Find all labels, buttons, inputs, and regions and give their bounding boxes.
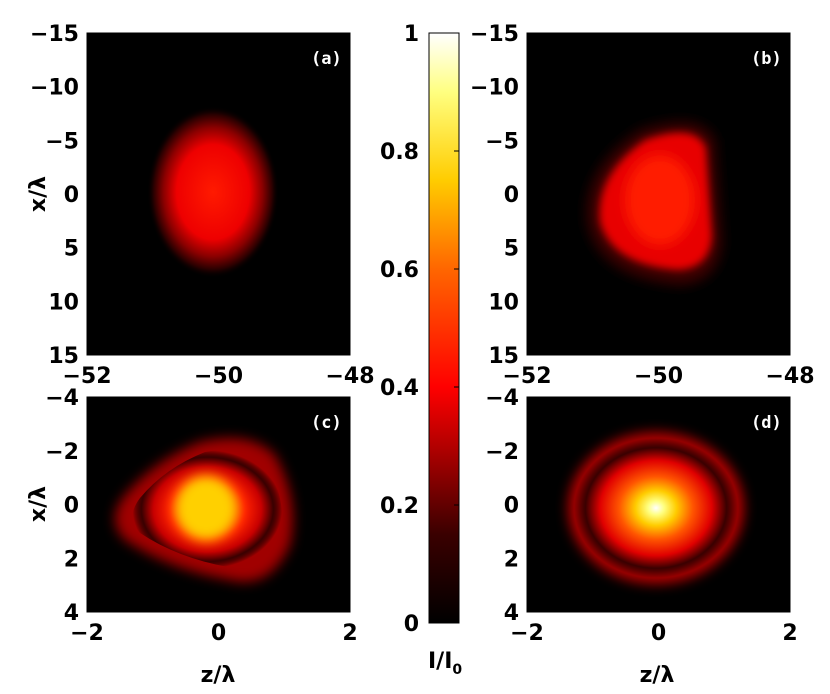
y-tick-label: 15 (488, 344, 519, 369)
y-tick-label: −15 (470, 22, 519, 47)
y-tick-label: −10 (470, 76, 519, 101)
x-tick-label: −50 (194, 364, 243, 389)
colorbar-tick-label: 0.2 (380, 494, 419, 519)
panel-a-label: (a) (311, 49, 342, 69)
panel-d: (d) −2 0 2 −4 −2 0 2 4 z/λ (485, 386, 797, 688)
panel-c-label: (c) (311, 413, 342, 433)
colorbar-gradient (428, 32, 460, 624)
panel-c-xlabel: z/λ (201, 663, 236, 688)
x-tick-label: −2 (510, 621, 544, 646)
y-tick-label: 2 (504, 547, 519, 572)
y-tick-label: 0 (504, 494, 519, 519)
y-tick-label: 0 (504, 183, 519, 208)
panel-b-spot-core (625, 155, 695, 245)
x-tick-label: −48 (325, 364, 374, 389)
y-tick-label: −5 (485, 129, 519, 154)
x-tick-label: −2 (70, 621, 104, 646)
colorbar: 00.20.40.60.81 I/I0 (380, 22, 462, 678)
colorbar-tick-label: 0.8 (380, 140, 419, 165)
panel-c-spot-core (176, 476, 236, 540)
x-tick-label: 2 (782, 621, 797, 646)
x-tick-label: 0 (211, 621, 226, 646)
x-tick-label: −48 (765, 364, 814, 389)
colorbar-tick-label: 1 (404, 22, 419, 47)
panel-d-xlabel: z/λ (640, 663, 675, 688)
colorbar-tick-label: 0.6 (380, 258, 419, 283)
colorbar-tick-label: 0 (404, 612, 419, 637)
y-tick-label: 0 (64, 183, 79, 208)
x-tick-label: 0 (651, 621, 666, 646)
y-tick-label: 5 (504, 237, 519, 262)
colorbar-label: I/I0 (428, 649, 462, 678)
y-tick-label: −4 (45, 386, 79, 411)
y-tick-label: 0 (64, 494, 79, 519)
x-tick-label: −52 (62, 364, 111, 389)
y-tick-label: 4 (64, 601, 79, 626)
y-tick-label: 5 (64, 237, 79, 262)
y-tick-label: 4 (504, 601, 519, 626)
y-tick-label: −10 (30, 76, 79, 101)
colorbar-tick-label: 0.4 (380, 376, 419, 401)
y-tick-label: 10 (48, 290, 79, 315)
x-tick-label: 2 (342, 621, 357, 646)
panel-c: (c) −2 0 2 −4 −2 0 2 4 x/λ z/λ (26, 386, 358, 688)
panel-b-label: (b) (751, 49, 782, 69)
y-tick-label: 15 (48, 344, 79, 369)
y-tick-label: −5 (45, 129, 79, 154)
y-tick-label: 2 (64, 547, 79, 572)
y-tick-label: −2 (45, 440, 79, 465)
panel-a-spot (147, 106, 279, 278)
x-tick-label: −52 (502, 364, 551, 389)
colorbar-label-main: I/I (428, 649, 452, 674)
y-tick-label: −4 (485, 386, 519, 411)
y-tick-label: −15 (30, 22, 79, 47)
colorbar-label-sub: 0 (452, 662, 462, 678)
panel-c-ylabel: x/λ (26, 486, 51, 522)
panel-a-ylabel: x/λ (26, 176, 51, 212)
y-tick-label: 10 (488, 290, 519, 315)
panel-d-spot (574, 438, 738, 578)
panel-d-label: (d) (751, 413, 782, 433)
x-tick-label: −50 (634, 364, 683, 389)
y-tick-label: −2 (485, 440, 519, 465)
